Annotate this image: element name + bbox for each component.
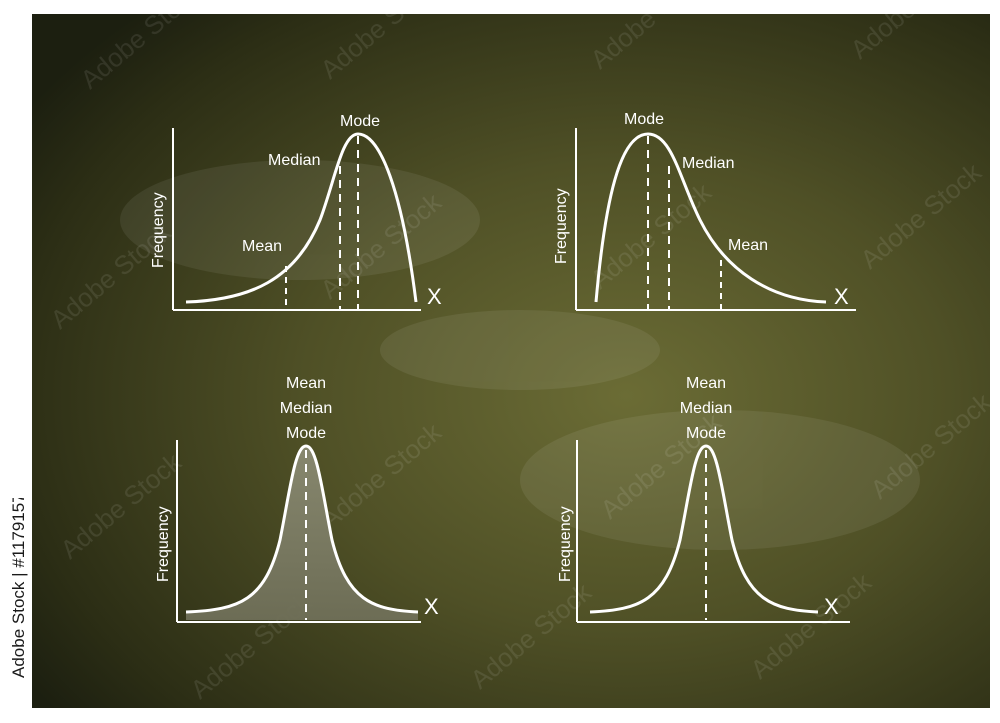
center-label-median: Median — [680, 400, 732, 417]
diagram-negative-skew — [172, 128, 421, 311]
x-axis-label: X — [834, 284, 849, 309]
y-axis-label: Frequency — [557, 506, 574, 582]
center-label-median: Median — [280, 400, 332, 417]
x-axis-label: X — [427, 284, 442, 309]
board-background — [32, 14, 990, 708]
mean-label: Mean — [728, 237, 768, 254]
y-axis-label: Frequency — [553, 188, 570, 264]
bell-area-fill — [186, 446, 418, 620]
center-label-mean: Mean — [686, 375, 726, 392]
median-label: Median — [268, 152, 320, 169]
side-watermark: Adobe Stock | #117915736 — [9, 498, 28, 678]
mode-label: Mode — [624, 111, 664, 128]
side-watermark-text: Adobe Stock | #117915736 — [9, 498, 28, 678]
mean-label: Mean — [242, 238, 282, 255]
left-margin — [0, 0, 32, 723]
x-axis-label: X — [824, 594, 839, 619]
x-axis-label: X — [424, 594, 439, 619]
y-axis-label: Frequency — [150, 192, 167, 268]
skew-curve — [594, 132, 827, 304]
mode-label: Mode — [340, 113, 380, 130]
y-axis-label: Frequency — [155, 506, 172, 582]
center-label-mean: Mean — [286, 375, 326, 392]
diagram-positive-skew — [575, 128, 856, 311]
skew-curve — [185, 132, 418, 304]
bell-curve — [185, 444, 419, 614]
bell-curve — [589, 444, 819, 614]
center-label-mode: Mode — [286, 425, 326, 442]
diagram-normal-outline — [576, 440, 850, 623]
diagram-normal-filled — [176, 440, 421, 623]
center-label-mode: Mode — [686, 425, 726, 442]
median-label: Median — [682, 155, 734, 172]
